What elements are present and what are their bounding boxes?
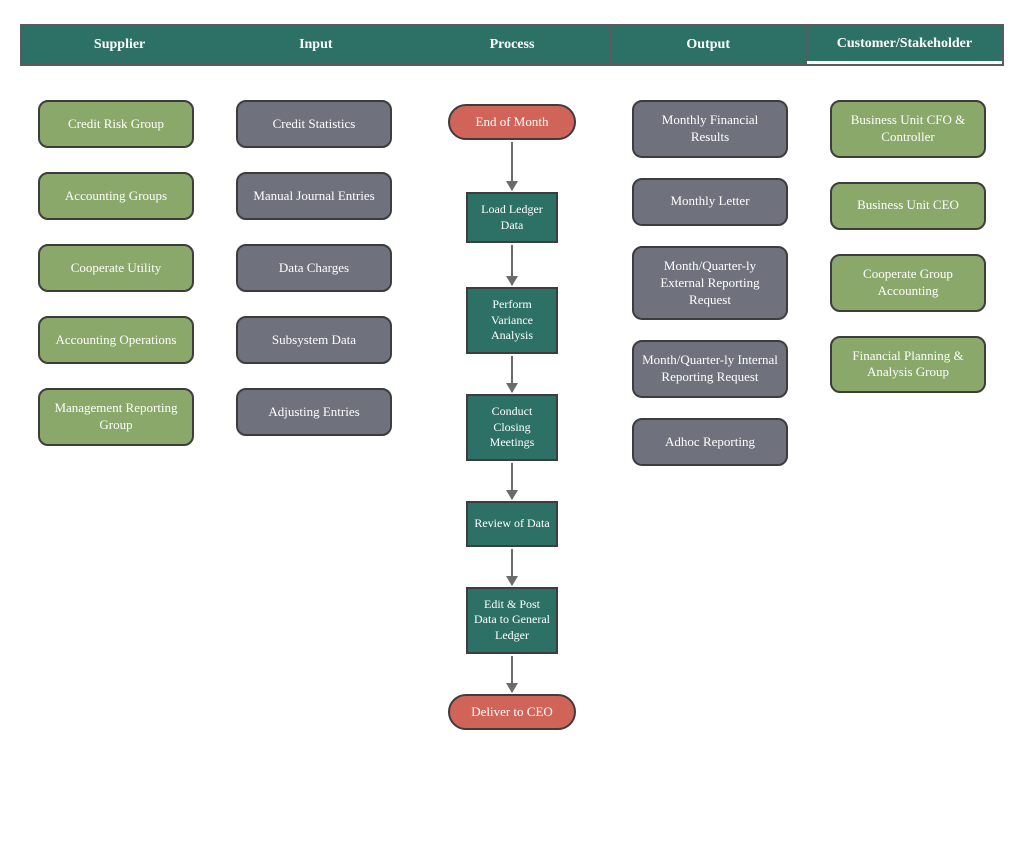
supplier-node: Cooperate Utility — [38, 244, 194, 292]
customer-node: Business Unit CEO — [830, 182, 986, 230]
header-customer: Customer/Stakeholder — [807, 26, 1002, 64]
flow-arrow — [511, 656, 513, 692]
input-node: Adjusting Entries — [236, 388, 392, 436]
process-end-terminator: Deliver to CEO — [448, 694, 576, 730]
input-node: Manual Journal Entries — [236, 172, 392, 220]
input-column: Credit Statistics Manual Journal Entries… — [236, 100, 392, 436]
process-step: Edit & Post Data to General Ledger — [466, 587, 558, 654]
supplier-node: Accounting Groups — [38, 172, 194, 220]
customer-node: Financial Planning & Analysis Group — [830, 336, 986, 394]
output-node: Adhoc Reporting — [632, 418, 788, 466]
customer-column: Business Unit CFO & Controller Business … — [830, 100, 986, 393]
flow-arrow — [511, 142, 513, 190]
header-input: Input — [218, 26, 414, 64]
supplier-node: Credit Risk Group — [38, 100, 194, 148]
process-column: End of Month Load Ledger Data Perform Va… — [434, 104, 590, 730]
process-step: Review of Data — [466, 501, 558, 547]
process-step: Perform Variance Analysis — [466, 287, 558, 354]
header-row: Supplier Input Process Output Customer/S… — [20, 24, 1004, 66]
flow-arrow — [511, 356, 513, 392]
supplier-column: Credit Risk Group Accounting Groups Coop… — [38, 100, 194, 446]
header-output: Output — [611, 26, 807, 64]
customer-node: Business Unit CFO & Controller — [830, 100, 986, 158]
flow-arrow — [511, 463, 513, 499]
output-node: Monthly Letter — [632, 178, 788, 226]
flow-arrow — [511, 245, 513, 285]
process-step: Conduct Closing Meetings — [466, 394, 558, 461]
header-process: Process — [414, 26, 610, 64]
output-node: Monthly Financial Results — [632, 100, 788, 158]
input-node: Subsystem Data — [236, 316, 392, 364]
output-column: Monthly Financial Results Monthly Letter… — [632, 100, 788, 466]
supplier-node: Management Reporting Group — [38, 388, 194, 446]
customer-node: Cooperate Group Accounting — [830, 254, 986, 312]
supplier-node: Accounting Operations — [38, 316, 194, 364]
output-node: Month/Quarter-ly Internal Reporting Requ… — [632, 340, 788, 398]
process-start-terminator: End of Month — [448, 104, 576, 140]
input-node: Credit Statistics — [236, 100, 392, 148]
input-node: Data Charges — [236, 244, 392, 292]
header-supplier: Supplier — [22, 26, 218, 64]
flow-arrow — [511, 549, 513, 585]
output-node: Month/Quarter-ly External Reporting Requ… — [632, 246, 788, 321]
process-step: Load Ledger Data — [466, 192, 558, 243]
